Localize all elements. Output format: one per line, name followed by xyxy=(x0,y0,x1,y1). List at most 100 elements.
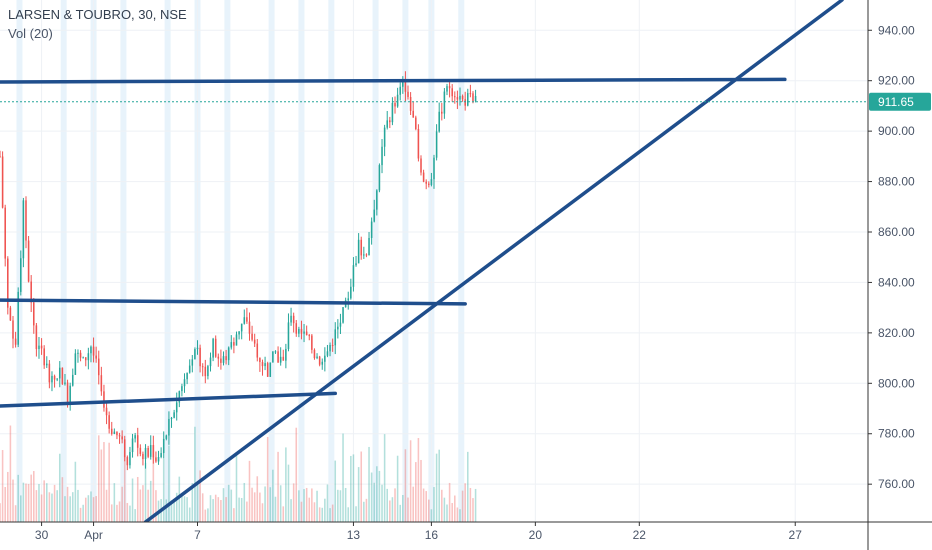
candle-body xyxy=(311,335,313,350)
y-tick-label: 800.00 xyxy=(878,376,915,390)
candle-body xyxy=(66,382,69,403)
candle-body xyxy=(201,366,204,368)
volume-bar xyxy=(183,496,186,522)
volume-bar xyxy=(428,499,430,522)
candle-body xyxy=(370,221,373,238)
candle-body xyxy=(394,102,396,107)
trendline-resistance[interactable] xyxy=(0,77,787,84)
volume-bar xyxy=(446,504,448,522)
candle-body xyxy=(233,342,235,346)
candle-body xyxy=(420,158,422,173)
candle-body xyxy=(160,453,162,458)
volume-bar xyxy=(417,438,420,522)
volume-bar xyxy=(311,488,313,522)
volume-bar xyxy=(357,467,360,522)
volume-bar xyxy=(149,480,152,522)
volume-bar xyxy=(38,484,40,522)
candle-body xyxy=(264,363,266,367)
candle-body xyxy=(1,156,4,208)
candle-body xyxy=(441,111,443,114)
candle-body xyxy=(467,93,469,106)
candle-body xyxy=(339,322,342,327)
candle-body xyxy=(438,111,440,132)
volume-bar xyxy=(407,497,409,522)
candle-body xyxy=(131,438,134,453)
volume-bar xyxy=(321,507,324,522)
volume-bar xyxy=(373,482,376,522)
volume-bar xyxy=(415,462,417,522)
volume-bar xyxy=(389,500,391,522)
volume-bar xyxy=(121,486,123,522)
volume-bar xyxy=(53,484,56,522)
volume-indicator-label[interactable]: Vol (20) xyxy=(8,26,53,41)
candle-body xyxy=(100,375,103,392)
volume-bar xyxy=(170,500,173,522)
candle-body xyxy=(292,315,295,324)
candle-body xyxy=(352,265,355,287)
candle-body xyxy=(129,452,131,466)
volume-bar xyxy=(251,487,253,522)
candle-body xyxy=(48,363,51,383)
session-band xyxy=(372,0,379,522)
candle-body xyxy=(33,302,35,326)
candle-body xyxy=(58,367,61,379)
candle-body xyxy=(71,374,74,386)
volume-bar xyxy=(69,496,71,522)
candle-body xyxy=(279,356,282,363)
candle-body xyxy=(365,254,368,256)
volume-bar xyxy=(20,495,22,522)
volume-bar xyxy=(326,484,329,522)
candle-body xyxy=(451,88,453,97)
candle-body xyxy=(272,351,274,363)
volume-bar xyxy=(264,486,266,522)
trendline-rising-support[interactable] xyxy=(143,0,844,524)
candle-body xyxy=(142,453,144,460)
candle-body xyxy=(61,367,64,385)
volume-bar xyxy=(256,476,259,522)
volume-bar xyxy=(435,453,438,522)
last-price-tag xyxy=(869,92,931,111)
candle-body xyxy=(454,96,456,98)
candle-body xyxy=(430,179,433,185)
volume-bar xyxy=(451,503,453,522)
volume-bar xyxy=(30,474,32,522)
volume-bar xyxy=(142,485,144,522)
volume-bar xyxy=(9,425,12,522)
volume-bar xyxy=(425,491,427,522)
candle-body xyxy=(35,325,38,350)
y-tick-label: 760.00 xyxy=(878,477,915,491)
candle-body xyxy=(246,317,248,322)
candle-body xyxy=(378,165,381,191)
candle-body xyxy=(56,378,58,380)
volume-bar xyxy=(274,496,277,522)
candle-body xyxy=(173,412,175,418)
candle-body xyxy=(84,357,87,361)
volume-bar xyxy=(448,482,451,522)
candle-body xyxy=(170,417,173,419)
candle-body xyxy=(472,93,474,102)
time-axis[interactable] xyxy=(0,522,932,550)
volume-bar xyxy=(131,478,134,522)
candle-body xyxy=(4,207,6,259)
volume-bar xyxy=(243,482,246,522)
candle-body xyxy=(214,338,217,357)
candle-body xyxy=(212,338,214,358)
candle-body xyxy=(389,120,391,123)
trendline-lower-channel[interactable] xyxy=(0,391,337,408)
price-axis[interactable] xyxy=(868,0,932,550)
volume-bar xyxy=(51,493,53,522)
candle-body xyxy=(355,263,357,266)
candle-body xyxy=(313,349,316,359)
candle-body xyxy=(178,391,181,403)
volume-bar xyxy=(246,501,248,522)
trendlines[interactable] xyxy=(0,0,868,524)
volume-bar xyxy=(461,490,464,522)
candle-body xyxy=(417,128,420,159)
candle-body xyxy=(329,345,331,352)
trendline-upper-channel[interactable] xyxy=(0,298,467,306)
session-band xyxy=(458,0,465,522)
candle-body xyxy=(157,457,160,462)
candle-body xyxy=(191,359,194,366)
